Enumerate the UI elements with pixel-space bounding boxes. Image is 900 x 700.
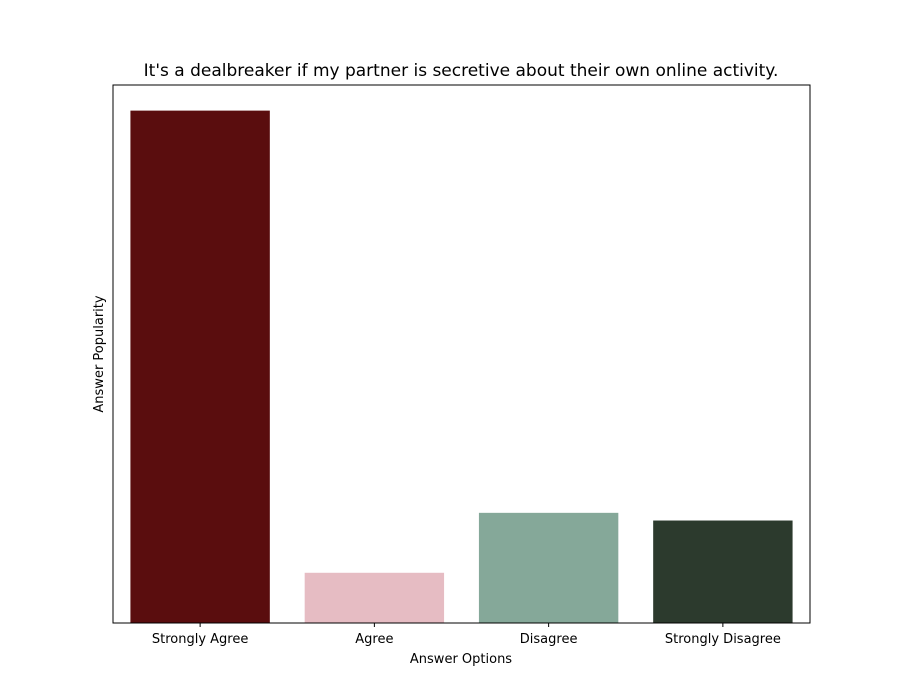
y-axis-label: Answer Popularity bbox=[92, 295, 107, 412]
bar-strongly-disagree bbox=[653, 520, 793, 623]
x-tick-group: Strongly Agree Agree Disagree Strongly Disa… bbox=[152, 623, 781, 647]
x-tick-label: Agree bbox=[355, 632, 393, 647]
plot-frame bbox=[112, 84, 811, 624]
x-tick-label: Disagree bbox=[520, 632, 578, 647]
bar-strongly-agree bbox=[130, 110, 270, 624]
x-tick-label: Strongly Agree bbox=[152, 632, 249, 647]
x-tick-label: Strongly Disagree bbox=[665, 632, 781, 647]
x-axis-label: Answer Options bbox=[410, 652, 512, 667]
bar-group bbox=[130, 110, 793, 624]
chart-title: It's a dealbreaker if my partner is secr… bbox=[144, 61, 779, 81]
bar-agree bbox=[304, 572, 445, 623]
bar-disagree bbox=[478, 512, 619, 623]
